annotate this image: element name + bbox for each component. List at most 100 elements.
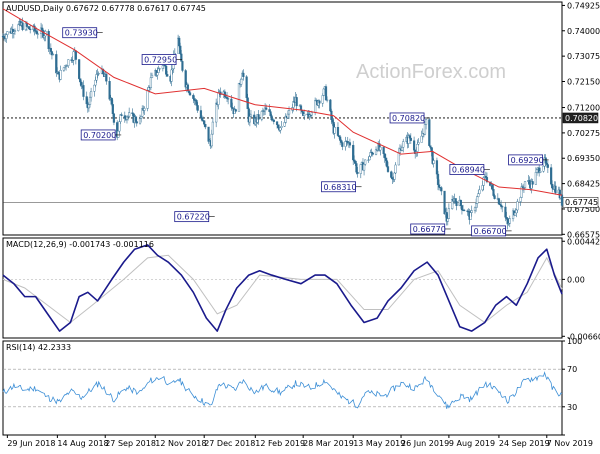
candle-body (240, 78, 243, 85)
candle-body (74, 50, 77, 60)
candle-body (348, 142, 352, 146)
candle-body (515, 209, 518, 214)
candle-body (280, 125, 283, 128)
annotation-label: 0.67220 (177, 213, 210, 222)
x-tick-label: 24 Sep 2019 (499, 439, 550, 448)
candle-body (196, 105, 199, 111)
candle-body (270, 115, 273, 121)
candle-body (331, 119, 334, 123)
candle-body (237, 82, 241, 112)
candle-body (516, 201, 519, 211)
rsi-panel: 100 70 30 RSI(14) 42.2333 (2, 337, 582, 436)
candle-body (531, 181, 534, 185)
candle-body (135, 121, 138, 124)
candle-body (443, 190, 446, 215)
candle-body (446, 218, 449, 222)
hline-label: 0.67745 (565, 198, 598, 207)
candle-body (477, 193, 480, 197)
rsi-y-tick-label: 100 (567, 337, 582, 346)
annotation-label: 0.68310 (324, 183, 357, 192)
candle-body (428, 119, 431, 146)
candle-body (268, 109, 271, 112)
candle-body (344, 140, 347, 147)
candle-body (408, 135, 411, 139)
candle-body (438, 184, 441, 188)
price-y-tick-label: 0.72150 (567, 77, 600, 86)
candle-body (193, 98, 196, 101)
candle-body (21, 22, 24, 30)
candle-body (49, 47, 52, 52)
candle-body (85, 96, 88, 105)
candle-body (178, 37, 181, 47)
candle-body (352, 144, 355, 161)
candle-body (336, 127, 340, 136)
price-y-tick-label: 0.71200 (567, 104, 600, 113)
candle-body (43, 35, 46, 38)
candle-body (412, 140, 416, 151)
candle-body (87, 104, 91, 109)
candle-body (78, 59, 81, 79)
candle-body (310, 112, 313, 116)
annotation-box (80, 129, 116, 141)
candle-body (192, 94, 195, 99)
candle-body (5, 34, 8, 39)
candle-body (120, 114, 123, 116)
candle-body (112, 113, 116, 123)
candle-body (554, 185, 557, 194)
x-tick-label: 28 Mar 2019 (303, 439, 354, 448)
annotation-box (508, 154, 543, 166)
hline-label: 0.70820 (565, 114, 598, 123)
candle-body (166, 74, 169, 77)
candle-body (390, 171, 393, 178)
price-y-tick-label: 0.66575 (567, 230, 600, 239)
candle-body (469, 212, 472, 220)
candle-body (47, 31, 50, 50)
candle-body (128, 112, 131, 117)
rsi-line (2, 371, 563, 409)
candle-body (473, 207, 477, 211)
candle-body (485, 177, 489, 183)
candle-body (97, 73, 100, 75)
candle-body (546, 164, 549, 168)
candle-body (110, 97, 113, 105)
candle-body (51, 54, 55, 56)
candle-body (501, 206, 504, 208)
macd-signal-line (2, 254, 563, 324)
price-y-tick-label: 0.74000 (567, 27, 600, 36)
candle-body (150, 74, 154, 78)
candle-body (165, 65, 168, 75)
candle-body (138, 118, 142, 124)
candle-body (355, 163, 358, 173)
candle-body (67, 59, 70, 66)
candle-body (210, 133, 213, 147)
price-panel-title: AUDUSD,Daily 0.67672 0.67778 0.67617 0.6… (6, 4, 206, 13)
candle-body (359, 164, 362, 174)
candle-body (322, 88, 325, 96)
macd-y-tick-label: 0.00 (567, 275, 585, 284)
candle-body (82, 85, 85, 97)
candle-body (550, 167, 553, 185)
x-tick-label: 12 Nov 2018 (155, 439, 206, 448)
annotation-label: 0.66770 (413, 225, 446, 234)
candle-body (478, 189, 481, 194)
candle-body (508, 218, 511, 224)
candle-body (248, 116, 251, 123)
candle-body (497, 198, 501, 205)
candle-body (41, 27, 44, 31)
annotation-box (62, 27, 98, 39)
candle-body (215, 102, 218, 123)
candle-body (123, 115, 126, 119)
candle-body (368, 156, 371, 161)
candle-body (492, 189, 495, 196)
candle-body (195, 100, 198, 106)
candle-body (325, 99, 329, 101)
macd-panel-title: MACD(12,26,9) -0.001743 -0.001116 (6, 240, 154, 249)
candle-body (2, 36, 6, 39)
candle-body (25, 23, 29, 27)
annotation-label: 0.69290 (511, 156, 544, 165)
candle-body (384, 157, 387, 161)
price-y-tick-label: 0.68425 (567, 180, 600, 189)
candle-body (560, 194, 564, 206)
x-tick-label: 27 Dec 2018 (204, 439, 255, 448)
